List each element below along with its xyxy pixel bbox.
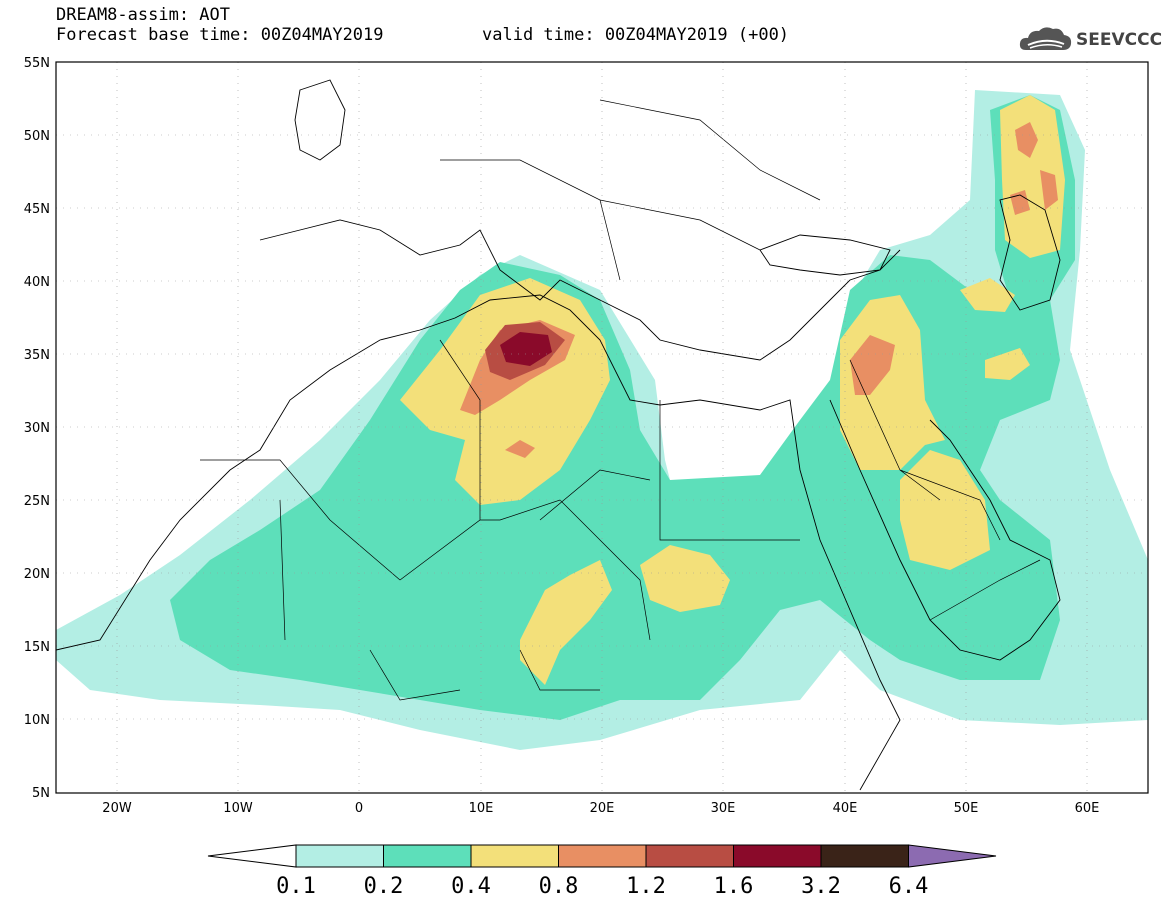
colorbar-high-triangle [908, 844, 997, 868]
lat-label-50n: 50N [24, 129, 50, 144]
colorbar-swatch-0.1 [295, 844, 384, 868]
aot-band-0.2-west [170, 255, 1060, 720]
aot-band-0.4-turkmen [960, 278, 1015, 312]
longitude-labels: 20W 10W 0 10E 20E 30E 40E 50E 60E [102, 801, 1099, 816]
map-border [55, 61, 1149, 794]
aot-band-0.8-iraq [850, 335, 895, 395]
lat-label-30n: 30N [24, 421, 50, 436]
colorbar-low-triangle [207, 844, 297, 868]
map-frame-group: 55N 50N 45N 40N 35N 30N 25N 20N 15N 10N … [24, 56, 1149, 816]
lat-label-5n: 5N [32, 786, 50, 801]
colorbar-label-3.2: 3.2 [801, 874, 841, 899]
colorbar-label-0.2: 0.2 [364, 874, 404, 899]
grid-lines [56, 62, 1148, 793]
valid-time: valid time: 00Z04MAY2019 (+00) [482, 25, 790, 45]
colorbar-swatch-0.8 [558, 844, 647, 868]
coastline-uk [294, 79, 346, 161]
colorbar-label-1.6: 1.6 [714, 874, 754, 899]
seevccc-logo: SEEVCCC [1018, 24, 1162, 56]
lon-label-20w: 20W [102, 801, 132, 816]
coastlines-borders [56, 79, 1061, 791]
aot-band-0.4-persian-gulf [985, 348, 1030, 380]
coastline-africa [56, 294, 901, 791]
aot-band-0.4-caspian [1000, 95, 1065, 258]
lat-label-45n: 45N [24, 202, 50, 217]
lat-label-40n: 40N [24, 275, 50, 290]
aot-band-0.8-libya [505, 440, 535, 458]
colorbar-swatch-1.6 [733, 844, 822, 868]
lon-label-20e: 20E [590, 801, 615, 816]
lon-label-40e: 40E [833, 801, 858, 816]
aot-band-0.8-volga [1010, 122, 1058, 215]
lon-label-0: 0 [355, 801, 363, 816]
lat-label-35n: 35N [24, 348, 50, 363]
aot-band-0.4-arabia [900, 450, 990, 570]
colorbar-swatch-0.2 [383, 844, 472, 868]
lon-label-10w: 10W [223, 801, 253, 816]
lat-label-55n: 55N [24, 56, 50, 71]
colorbar [207, 844, 997, 868]
colorbar-labels: 0.1 0.2 0.4 0.8 1.2 1.6 3.2 6.4 [276, 874, 928, 899]
lat-label-10n: 10N [24, 713, 50, 728]
forecast-base-time: Forecast base time: 00Z04MAY2019 [56, 25, 384, 45]
coastline-black-sea [759, 234, 891, 276]
lat-label-15n: 15N [24, 640, 50, 655]
lon-label-30e: 30E [711, 801, 736, 816]
colorbar-swatch-3.2 [820, 844, 909, 868]
coastline-europe [259, 219, 901, 361]
lat-label-25n: 25N [24, 494, 50, 509]
cloud-icon [1019, 27, 1072, 50]
map-title: DREAM8-assim: AOT [56, 5, 230, 25]
lon-label-60e: 60E [1075, 801, 1100, 816]
colorbar-label-0.1: 0.1 [276, 874, 316, 899]
colorbar-label-6.4: 6.4 [889, 874, 929, 899]
coastline-caspian [999, 194, 1061, 311]
lon-label-50e: 50E [954, 801, 979, 816]
colorbar-label-1.2: 1.2 [626, 874, 666, 899]
latitude-labels: 55N 50N 45N 40N 35N 30N 25N 20N 15N 10N … [24, 56, 50, 801]
colorbar-label-0.8: 0.8 [539, 874, 579, 899]
aot-band-0.4-sudan [640, 545, 730, 612]
aot-band-1.6-tunisia [500, 332, 552, 366]
colorbar-label-0.4: 0.4 [451, 874, 491, 899]
coastline-arabia [829, 399, 1061, 661]
colorbar-swatch-1.2 [645, 844, 734, 868]
lat-label-20n: 20N [24, 567, 50, 582]
lon-label-10e: 10E [469, 801, 494, 816]
aot-band-0.4-chad [520, 560, 612, 685]
colorbar-swatch-0.4 [470, 844, 559, 868]
logo-text: SEEVCCC [1076, 30, 1163, 50]
aot-band-0.4-iraq [840, 295, 945, 470]
country-borders [200, 99, 1041, 701]
